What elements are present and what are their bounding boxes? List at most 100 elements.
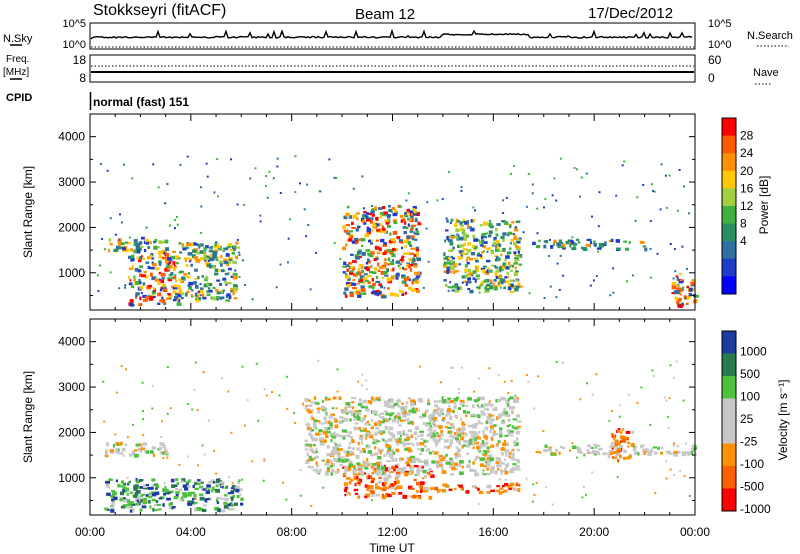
echo-cell: [430, 413, 435, 416]
echo-cell: [368, 434, 374, 439]
echo-cell: [515, 279, 519, 282]
echo-cell: [446, 236, 449, 240]
echo-cell: [343, 482, 349, 486]
echo-cell: [116, 451, 121, 454]
echo-cell: [141, 504, 147, 509]
echo-cell: [389, 404, 394, 408]
echo-cell: [545, 486, 548, 489]
echo-cell: [640, 444, 643, 449]
echo-cell: [310, 434, 314, 439]
echo-cell: [151, 407, 154, 410]
echo-cell: [683, 475, 686, 478]
echo-cell: [187, 403, 190, 405]
echo-cell: [195, 297, 198, 300]
echo-cell: [477, 397, 480, 401]
echo-cell: [623, 160, 626, 163]
echo-cell: [146, 241, 149, 245]
echo-cell: [449, 266, 455, 271]
echo-cell: [202, 488, 206, 491]
echo-cell: [377, 481, 382, 484]
echo-cell: [377, 398, 381, 402]
echo-cell: [449, 241, 454, 246]
echo-cell: [109, 478, 112, 481]
echo-cell: [232, 494, 235, 498]
echo-cell: [155, 491, 160, 496]
echo-cell: [681, 451, 687, 455]
echo-cell: [120, 480, 124, 484]
echo-cell: [379, 293, 385, 297]
echo-cell: [407, 397, 412, 400]
echo-cell: [197, 275, 200, 280]
echo-cell: [343, 215, 348, 220]
echo-cell: [181, 478, 186, 483]
echo-cell: [365, 493, 371, 498]
colorbar-tick-label: 1000: [740, 344, 767, 358]
echo-cell: [474, 247, 477, 250]
echo-cell: [510, 172, 512, 175]
echo-cell: [376, 289, 380, 292]
echo-cell: [391, 484, 394, 487]
echo-cell: [368, 462, 373, 465]
echo-cell: [136, 499, 139, 503]
echo-cell: [410, 455, 415, 459]
echo-cell: [354, 290, 357, 294]
echo-cell: [644, 448, 649, 452]
echo-cell: [189, 242, 194, 247]
echo-cell: [591, 471, 594, 474]
echo-cell: [194, 361, 197, 364]
echo-cell: [602, 452, 607, 456]
velocity-xticks: 00:00 04:00 08:00 12:00 16:00 20:00 00:00: [75, 319, 710, 539]
echo-cell: [518, 237, 522, 240]
echo-cell: [193, 388, 196, 391]
echo-cell: [358, 484, 361, 486]
echo-cell: [195, 480, 198, 483]
echo-cell: [195, 285, 199, 289]
echo-cell: [465, 281, 468, 286]
echo-cell: [379, 487, 383, 491]
echo-cell: [502, 247, 506, 252]
echo-cell: [493, 237, 497, 240]
echo-cell: [413, 431, 418, 436]
echo-cell: [371, 278, 374, 282]
echo-cell: [214, 268, 219, 273]
echo-cell: [416, 442, 420, 446]
echo-cell: [257, 419, 260, 422]
echo-cell: [586, 451, 589, 454]
echo-cell: [506, 402, 510, 407]
echo-cell: [454, 402, 457, 406]
echo-cell: [410, 288, 416, 292]
echo-cell: [365, 406, 368, 410]
echo-cell: [493, 424, 497, 427]
echo-cell: [387, 215, 391, 219]
echo-cell: [207, 481, 212, 484]
echo-cell: [379, 467, 382, 472]
echo-cell: [583, 454, 586, 457]
echo-cell: [203, 252, 206, 257]
echo-cell: [388, 445, 392, 449]
echo-cell: [381, 230, 387, 233]
echo-cell: [391, 491, 396, 495]
echo-cell: [415, 426, 419, 430]
echo-cell: [194, 487, 199, 491]
echo-cell: [486, 457, 492, 460]
echo-cell: [193, 256, 198, 260]
echo-cell: [490, 418, 496, 422]
echo-cell: [382, 227, 386, 232]
echo-cell: [486, 420, 490, 424]
echo-cell: [634, 219, 637, 222]
echo-cell: [621, 438, 627, 443]
echo-cell: [548, 446, 552, 450]
echo-cell: [313, 423, 317, 427]
echo-cell: [129, 302, 134, 306]
echo-cell: [178, 242, 182, 245]
echo-cell: [473, 245, 478, 249]
echo-cell: [425, 227, 428, 230]
echo-cell: [176, 223, 179, 226]
echo-cell: [204, 257, 209, 260]
echo-cell: [355, 475, 359, 480]
echo-cell: [228, 256, 233, 261]
echo-cell: [311, 408, 314, 412]
echo-cell: [485, 420, 488, 424]
echo-cell: [442, 399, 447, 403]
echo-cell: [353, 283, 357, 286]
